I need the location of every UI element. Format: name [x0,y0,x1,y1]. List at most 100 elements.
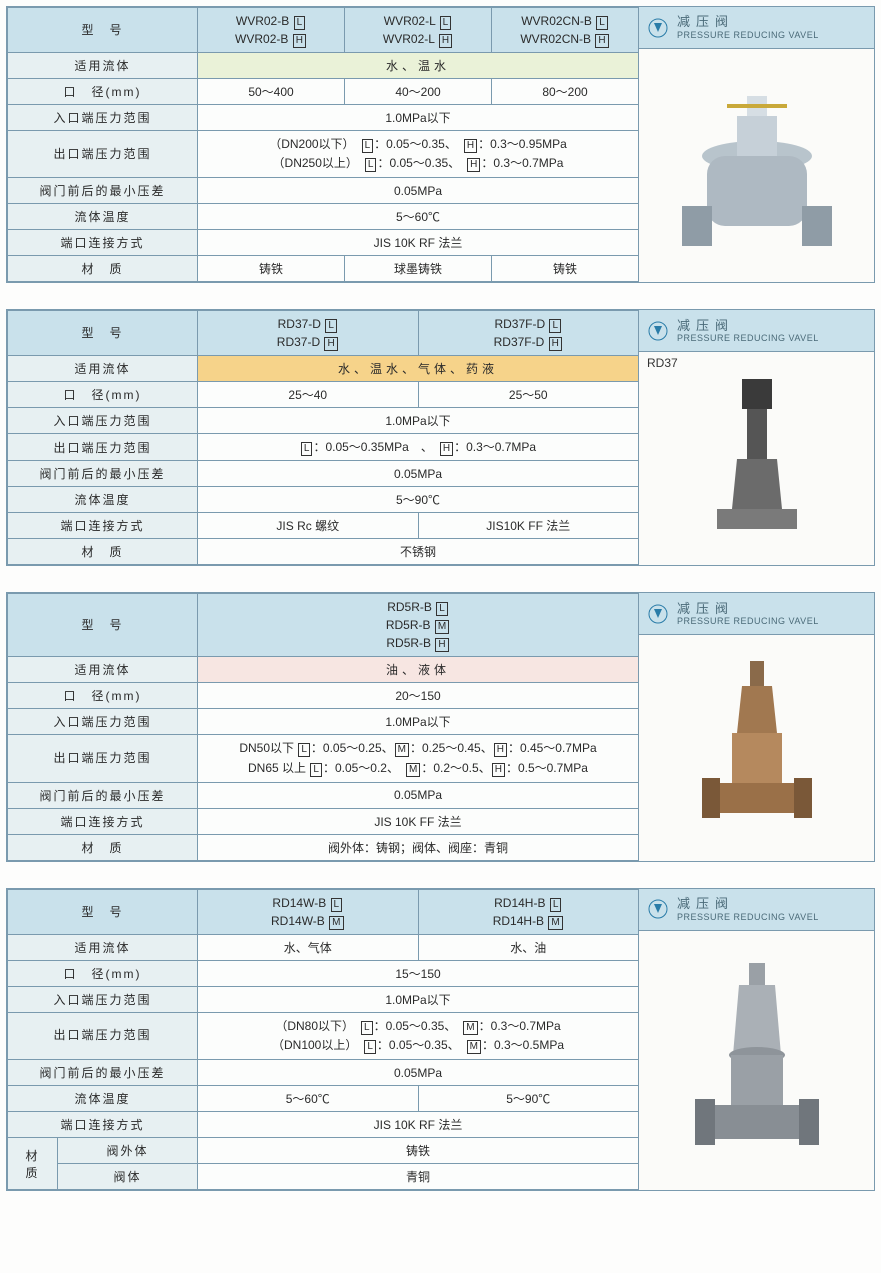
row-label: 适用流体 [8,356,198,382]
model-cell: RD14H-B LRD14H-B M [418,889,639,934]
row-label: 材 质 [8,1138,58,1190]
spec-block-4: 型 号 RD14W-B LRD14W-B M RD14H-B LRD14H-B … [6,888,875,1191]
data-cell: 1.0MPa以下 [198,105,639,131]
image-caption: RD37 [647,356,678,370]
venn-logo-icon [647,320,669,342]
row-label: 材 质 [8,256,198,282]
data-cell: 不锈钢 [198,539,639,565]
data-cell: 20～150 [198,683,639,709]
model-cell: WVR02CN-B LWVR02CN-B H [492,8,639,53]
data-cell: 青铜 [198,1164,639,1190]
outlet-cell: DN50以下 L：0.05～0.25、M：0.25～0.45、H：0.45～0.… [198,735,639,782]
data-cell: 25～50 [418,382,639,408]
row-label: 阀体 [58,1164,198,1190]
row-label: 材 质 [8,539,198,565]
row-label: 端口连接方式 [8,808,198,834]
outlet-cell: （DN200以下） L：0.05～0.35、 H：0.3～0.95MPa（DN2… [198,131,639,178]
spec-table-3: 型 号 RD5R-B L RD5R-B M RD5R-B H 适用流体 油、液体… [7,593,639,860]
spec-block-1: 型 号 WVR02-B LWVR02-B H WVR02-L LWVR02-L … [6,6,875,283]
brand-header: 减压阀 PRESSURE REDUCING VAVEL [639,593,874,635]
data-cell: 0.05MPa [198,461,639,487]
data-cell: 0.05MPa [198,178,639,204]
venn-logo-icon [647,898,669,920]
model-cell: RD37-D LRD37-D H [198,311,419,356]
row-label: 流体温度 [8,204,198,230]
brand-header: 减压阀 PRESSURE REDUCING VAVEL [639,7,874,49]
row-label: 端口连接方式 [8,230,198,256]
model-cell: WVR02-B LWVR02-B H [198,8,345,53]
data-cell: 50～400 [198,79,345,105]
data-cell: 80～200 [492,79,639,105]
data-cell: 1.0MPa以下 [198,408,639,434]
side-panel: 减压阀 PRESSURE REDUCING VAVEL [639,593,874,860]
row-label: 阀门前后的最小压差 [8,1060,198,1086]
side-panel: 减压阀 PRESSURE REDUCING VAVEL [639,889,874,1190]
row-label: 阀门前后的最小压差 [8,178,198,204]
row-label: 阀外体 [58,1138,198,1164]
data-cell: 5～90℃ [198,487,639,513]
spec-table-2: 型 号 RD37-D LRD37-D H RD37F-D LRD37F-D H … [7,310,639,565]
data-cell: 阀外体：铸钢；阀体、阀座：青铜 [198,834,639,860]
product-image: RD37 [639,352,874,565]
data-cell: JIS 10K RF 法兰 [198,230,639,256]
row-label: 入口端压力范围 [8,709,198,735]
row-label: 流体温度 [8,487,198,513]
row-label-model: 型 号 [8,311,198,356]
brand-title-cn: 减压阀 [677,14,819,30]
model-cell: RD14W-B LRD14W-B M [198,889,418,934]
spec-table-1: 型 号 WVR02-B LWVR02-B H WVR02-L LWVR02-L … [7,7,639,282]
data-cell: 铸铁 [492,256,639,282]
product-image [639,931,874,1190]
outlet-cell: （DN80以下） L：0.05～0.35、 M：0.3～0.7MPa（DN100… [198,1012,639,1059]
spec-block-2: 型 号 RD37-D LRD37-D H RD37F-D LRD37F-D H … [6,309,875,566]
brand-header: 减压阀 PRESSURE REDUCING VAVEL [639,310,874,352]
brand-title-cn: 减压阀 [677,896,819,912]
row-label: 适用流体 [8,657,198,683]
data-cell: 铸铁 [198,256,345,282]
side-panel: 减压阀 PRESSURE REDUCING VAVEL [639,7,874,282]
data-cell: 15～150 [198,960,639,986]
brand-title-en: PRESSURE REDUCING VAVEL [677,912,819,923]
row-label: 适用流体 [8,934,198,960]
data-cell: 5～60℃ [198,204,639,230]
data-cell: 1.0MPa以下 [198,709,639,735]
product-image [639,49,874,282]
data-cell: JIS 10K RF 法兰 [198,1112,639,1138]
brand-title-cn: 减压阀 [677,601,819,617]
row-label: 口 径(mm) [8,79,198,105]
fluid-cell: 水、气体 [198,934,418,960]
row-label: 出口端压力范围 [8,1012,198,1059]
brand-title-cn: 减压阀 [677,318,819,334]
fluid-cell: 水、温水 [198,53,639,79]
data-cell: JIS 10K FF 法兰 [198,808,639,834]
row-label: 阀门前后的最小压差 [8,782,198,808]
data-cell: 5～90℃ [418,1086,639,1112]
row-label-model: 型 号 [8,889,198,934]
product-image [639,635,874,860]
row-label: 口 径(mm) [8,683,198,709]
row-label: 流体温度 [8,1086,198,1112]
row-label: 入口端压力范围 [8,105,198,131]
row-label: 阀门前后的最小压差 [8,461,198,487]
data-cell: 25～40 [198,382,419,408]
model-cell: RD5R-B L RD5R-B M RD5R-B H [198,594,639,657]
data-cell: 0.05MPa [198,1060,639,1086]
data-cell: 球墨铸铁 [345,256,492,282]
fluid-cell: 油、液体 [198,657,639,683]
brand-header: 减压阀 PRESSURE REDUCING VAVEL [639,889,874,931]
row-label-model: 型 号 [8,8,198,53]
outlet-cell: L：0.05～0.35MPa 、 H：0.3～0.7MPa [198,434,639,461]
data-cell: 铸铁 [198,1138,639,1164]
row-label: 入口端压力范围 [8,408,198,434]
fluid-cell: 水、油 [418,934,639,960]
data-cell: JIS10K FF 法兰 [418,513,639,539]
spec-block-3: 型 号 RD5R-B L RD5R-B M RD5R-B H 适用流体 油、液体… [6,592,875,861]
row-label: 口 径(mm) [8,960,198,986]
side-panel: 减压阀 PRESSURE REDUCING VAVEL RD37 [639,310,874,565]
row-label: 适用流体 [8,53,198,79]
spec-table-4: 型 号 RD14W-B LRD14W-B M RD14H-B LRD14H-B … [7,889,639,1190]
brand-title-en: PRESSURE REDUCING VAVEL [677,616,819,627]
row-label: 材 质 [8,834,198,860]
data-cell: JIS Rc 螺纹 [198,513,419,539]
row-label: 端口连接方式 [8,1112,198,1138]
